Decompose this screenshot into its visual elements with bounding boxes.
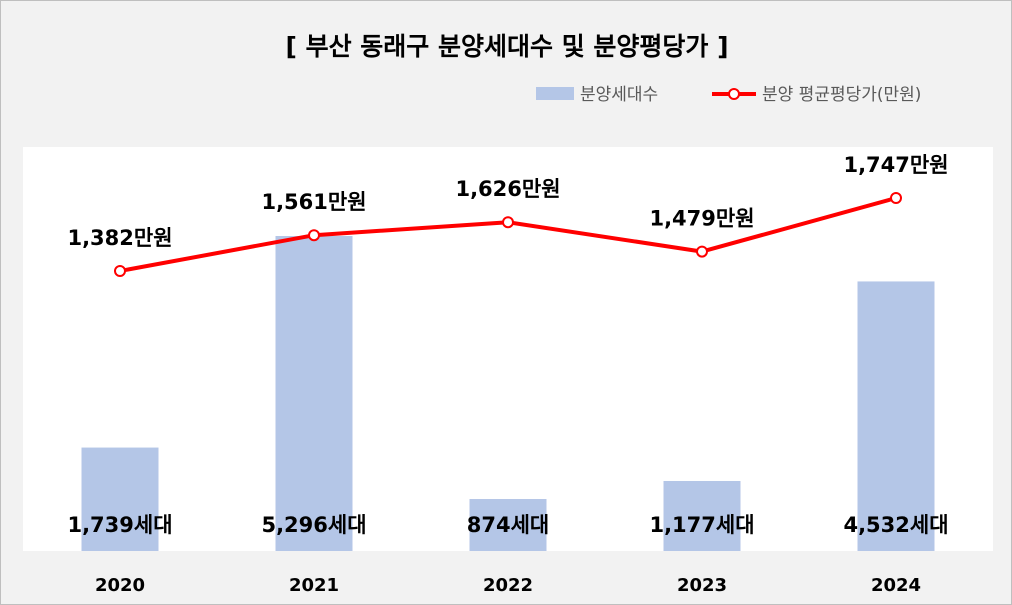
bar-2021 [275,236,353,551]
line-series [114,192,902,277]
line-label-2020: 1,382만원 [67,226,172,250]
line-label-2023: 1,479만원 [649,207,754,231]
x-tick-2024: 2024 [871,575,921,596]
bar-series [81,236,935,551]
bar-2020 [81,447,159,551]
bar-2022 [469,499,547,551]
bar-label-2021: 5,296세대 [261,513,366,537]
line-point-2022 [502,216,514,229]
x-axis-ticks: 2020 2021 2022 2023 2024 [95,575,921,596]
chart-title: [ 부산 동래구 분양세대수 및 분양평당가 ] [285,32,728,61]
bar-label-2024: 4,532세대 [843,513,948,537]
data-labels: 1,739세대 5,296세대 874세대 1,177세대 4,532세대 1,382만원… [67,153,948,537]
legend-bar-label: 분양세대수 [580,85,658,105]
line-point-2021 [308,229,320,242]
line-point-2023 [696,245,708,258]
x-tick-2022: 2022 [483,575,533,596]
price-line [119,196,897,273]
line-point-2024 [890,192,902,204]
bar-label-2020: 1,739세대 [67,513,172,537]
bar-2023 [663,480,741,551]
line-label-2022: 1,626만원 [455,177,560,201]
legend-bar-swatch [536,87,574,100]
x-tick-2021: 2021 [289,575,339,596]
legend-line-label: 분양 평균평당가(만원) [762,85,921,105]
legend: 분양세대수 분양 평균평당가(만원) [536,85,921,105]
bar-label-2023: 1,177세대 [649,513,754,537]
x-tick-2020: 2020 [95,575,145,596]
bar-2024 [857,281,935,551]
line-label-2021: 1,561만원 [261,190,366,214]
legend-line-marker [728,88,740,100]
line-point-2020 [114,265,126,277]
line-label-2024: 1,747만원 [843,153,948,177]
bar-label-2022: 874세대 [467,513,549,537]
x-tick-2023: 2023 [677,575,727,596]
